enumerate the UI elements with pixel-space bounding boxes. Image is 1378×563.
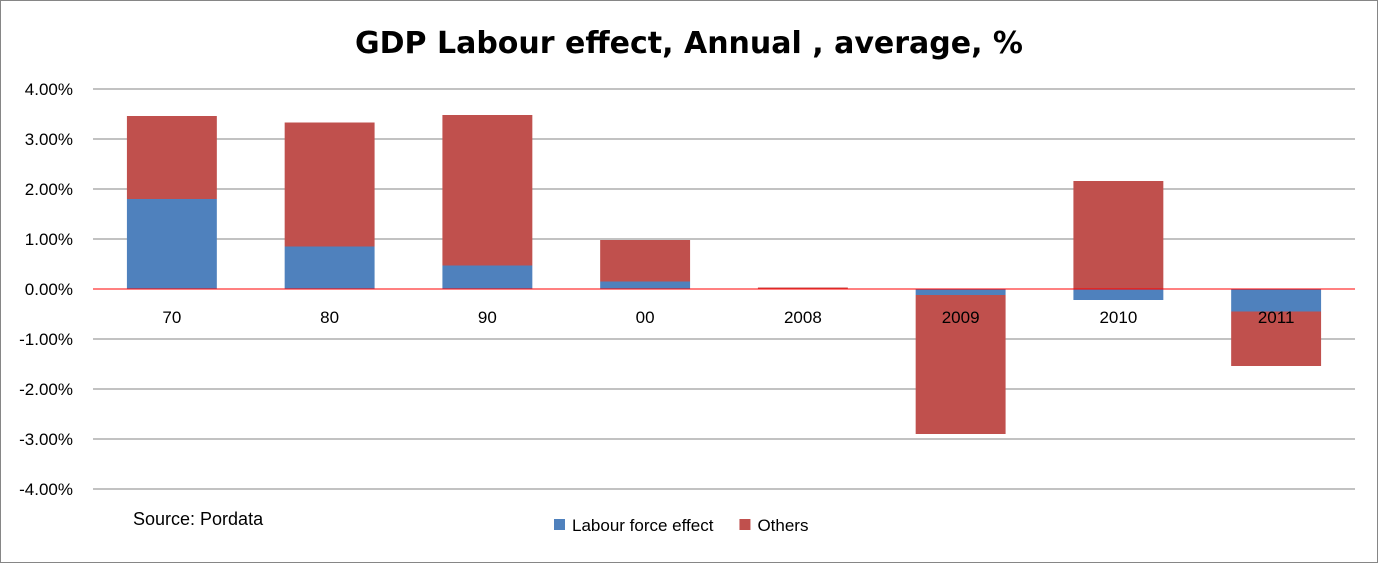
- category-label: 2009: [942, 308, 980, 327]
- legend-swatch: [739, 519, 751, 530]
- bar-labour-force-effect-80: [284, 246, 375, 289]
- bar-labour-force-effect-2010: [1073, 289, 1164, 300]
- category-label: 90: [478, 308, 497, 327]
- bar-others-2011: [1231, 311, 1322, 366]
- bars: [126, 115, 1322, 434]
- bar-others-2008: [757, 287, 848, 289]
- bar-others-70: [126, 116, 217, 199]
- y-tick-label: -2.00%: [19, 380, 73, 399]
- y-tick-label: 2.00%: [25, 180, 73, 199]
- bar-labour-force-effect-00: [600, 281, 691, 289]
- bar-others-2009: [915, 295, 1006, 434]
- bar-others-00: [600, 240, 691, 282]
- chart-title: GDP Labour effect, Annual , average, %: [355, 26, 1023, 61]
- legend-swatch: [554, 519, 565, 530]
- y-tick-label: -4.00%: [19, 480, 73, 499]
- legend-label: Labour force effect: [572, 516, 714, 535]
- legend-label: Others: [757, 516, 808, 535]
- category-label: 80: [320, 308, 339, 327]
- bar-others-90: [442, 115, 533, 266]
- category-label: 70: [162, 308, 181, 327]
- bar-labour-force-effect-2009: [915, 289, 1006, 295]
- y-tick-label: -3.00%: [19, 430, 73, 449]
- legend: Labour force effect Others: [554, 516, 808, 535]
- bar-others-80: [284, 122, 375, 247]
- category-label: 2008: [784, 308, 822, 327]
- category-label: 00: [636, 308, 655, 327]
- source-annotation: Source: Pordata: [133, 509, 264, 529]
- y-axis-ticks: 4.00% 3.00% 2.00% 1.00% 0.00% -1.00% -2.00% -3.…: [19, 80, 73, 499]
- category-label: 2011: [1258, 308, 1295, 327]
- y-tick-label: 1.00%: [25, 230, 73, 249]
- bar-labour-force-effect-2011: [1231, 289, 1322, 312]
- y-tick-label: 3.00%: [25, 130, 73, 149]
- category-labels: 70 80 90 00 2008 2009 2010 2011: [162, 308, 1294, 327]
- category-label: 2010: [1099, 308, 1137, 327]
- y-tick-label: 4.00%: [25, 80, 73, 99]
- bar-labour-force-effect-70: [126, 199, 217, 289]
- bar-labour-force-effect-90: [442, 265, 533, 289]
- y-tick-label: 0.00%: [25, 280, 73, 299]
- y-tick-label: -1.00%: [19, 330, 73, 349]
- bar-others-2010: [1073, 181, 1164, 289]
